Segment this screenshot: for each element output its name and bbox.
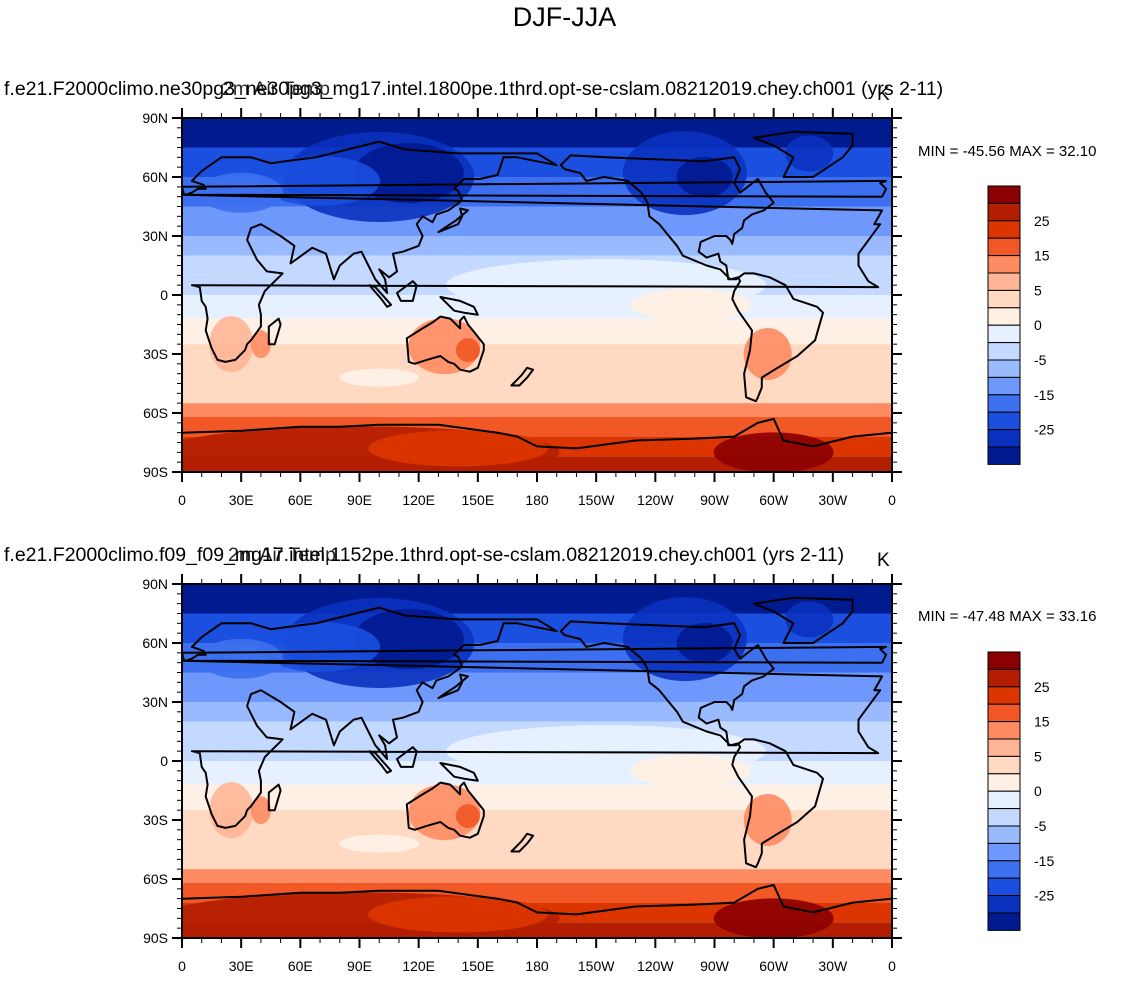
map-plot-2: 90N 60N 30N 0 30S 60S 90S 0 30E 60E 90E 120E 150E 180… — [142, 574, 1054, 974]
coastline-uk — [182, 179, 888, 198]
coastline-australia — [405, 781, 485, 839]
coastline-americas — [559, 154, 824, 403]
lat-tick-label: 0 — [160, 287, 168, 303]
coastline-japan — [437, 207, 469, 234]
map-plot-1: 90N 60N 30N 0 30S 60S 90S 0 30E 60E 90E 120E 150E 180… — [142, 108, 1054, 508]
lon-tick-label: 60W — [759, 958, 789, 974]
map-panel-1: 90N 60N 30N 0 30S 60S 90S 0 30E 60E 90E 120E 150E 180… — [0, 68, 1129, 538]
map-panel-2: 90N 60N 30N 0 30S 60S 90S 0 30E 60E 90E 120E 150E 180… — [0, 534, 1129, 1004]
panel-2-min-max: MIN = -47.48 MAX = 33.16 — [918, 608, 1097, 625]
lon-tick-label: 60E — [288, 492, 313, 508]
lat-tick-label: 90S — [143, 464, 168, 480]
lon-tick-label: 0 — [178, 492, 186, 508]
temperature-field — [182, 584, 892, 938]
lon-tick-label: 60W — [759, 492, 789, 508]
colorbar-label: -15 — [1034, 387, 1054, 403]
lon-tick-label: 30E — [229, 958, 254, 974]
coastline-borneo — [396, 746, 418, 768]
coastline-greenland — [752, 130, 854, 178]
lat-tick-label: 30N — [142, 694, 168, 710]
lat-tick-label: 90S — [143, 930, 168, 946]
lat-tick-label: 30N — [142, 228, 168, 244]
coastline-uk — [182, 645, 888, 664]
lon-tick-label: 0 — [888, 492, 896, 508]
coastline-sumatra — [368, 750, 393, 774]
coastline-new-guinea — [439, 296, 479, 316]
lon-tick-label: 90E — [347, 958, 372, 974]
lat-tick-label: 30S — [143, 346, 168, 362]
coastline-antarctica — [182, 883, 892, 916]
coastline-eurasia-africa — [182, 140, 884, 363]
lon-tick-label: 150E — [461, 492, 494, 508]
coastline-new-guinea — [439, 762, 479, 782]
lon-tick-label: 180 — [525, 492, 549, 508]
lon-tick-label: 60E — [288, 958, 313, 974]
coastline-madagascar — [267, 783, 282, 812]
lon-tick-label: 180 — [525, 958, 549, 974]
lon-tick-label: 150E — [461, 958, 494, 974]
colorbar-label: 25 — [1034, 679, 1050, 695]
coastline-borneo — [396, 280, 418, 302]
colorbar-label: -5 — [1034, 818, 1047, 834]
panel-2-variable-name: 2m Air Temp — [228, 544, 337, 566]
lon-tick-label: 150W — [578, 492, 615, 508]
lon-tick-label: 0 — [178, 958, 186, 974]
colorbar-label: -15 — [1034, 853, 1054, 869]
lon-tick-label: 90W — [700, 492, 730, 508]
lat-tick-label: 0 — [160, 753, 168, 769]
lon-tick-label: 0 — [888, 958, 896, 974]
lat-tick-label: 60S — [143, 871, 168, 887]
colorbar-label: 0 — [1034, 317, 1042, 333]
coastline-sumatra — [368, 284, 393, 308]
colorbar-label: 25 — [1034, 213, 1050, 229]
coastline-americas — [559, 620, 824, 869]
panel-1-title: f.e21.F2000climo.ne30pg3_ne30pg3_mg17.in… — [4, 78, 944, 100]
colorbar-label: -25 — [1034, 888, 1054, 904]
lon-tick-label: 120E — [402, 958, 435, 974]
lon-tick-label: 120W — [637, 492, 674, 508]
coastline-new-zealand — [510, 832, 535, 853]
coastline-new-zealand — [510, 366, 535, 387]
colorbar: 25 15 5 0 -5 -15 -25 — [987, 651, 1054, 931]
lon-tick-label: 120E — [402, 492, 435, 508]
panel-1-units: K — [877, 84, 890, 105]
panel-2-title: f.e21.F2000climo.f09_f09_mg17.intel.1152… — [4, 544, 845, 566]
lon-tick-label: 120W — [637, 958, 674, 974]
lat-tick-label: 90N — [142, 110, 168, 126]
panel-1-variable-name: 2m Air Temp — [222, 78, 331, 100]
lon-tick-label: 30W — [818, 492, 848, 508]
lat-tick-label: 60N — [142, 169, 168, 185]
lat-tick-label: 90N — [142, 576, 168, 592]
figure-title: DJF-JJA — [512, 2, 617, 32]
coastline-australia — [405, 315, 485, 373]
colorbar-label: 15 — [1034, 248, 1050, 264]
lon-tick-label: 30E — [229, 492, 254, 508]
lat-tick-label: 60N — [142, 635, 168, 651]
coastline-antarctica — [182, 417, 892, 450]
colorbar-label: 5 — [1034, 282, 1042, 298]
lon-tick-label: 90E — [347, 492, 372, 508]
coastline-greenland — [752, 596, 854, 644]
colorbar-label: 0 — [1034, 783, 1042, 799]
lon-tick-label: 30W — [818, 958, 848, 974]
colorbar-label: 15 — [1034, 714, 1050, 730]
colorbar: 25 15 5 0 -5 -15 -25 — [987, 185, 1054, 465]
lat-tick-label: 30S — [143, 812, 168, 828]
panel-2-units: K — [877, 550, 890, 571]
panel-1-min-max: MIN = -45.56 MAX = 32.10 — [918, 143, 1097, 160]
coastline-japan — [437, 673, 469, 700]
lon-tick-label: 90W — [700, 958, 730, 974]
colorbar-label: -5 — [1034, 352, 1047, 368]
colorbar-label: 5 — [1034, 748, 1042, 764]
temperature-field — [182, 118, 892, 472]
lat-tick-label: 60S — [143, 405, 168, 421]
colorbar-label: -25 — [1034, 422, 1054, 438]
coastline-madagascar — [267, 317, 282, 346]
coastline-eurasia-africa — [182, 606, 884, 829]
lon-tick-label: 150W — [578, 958, 615, 974]
